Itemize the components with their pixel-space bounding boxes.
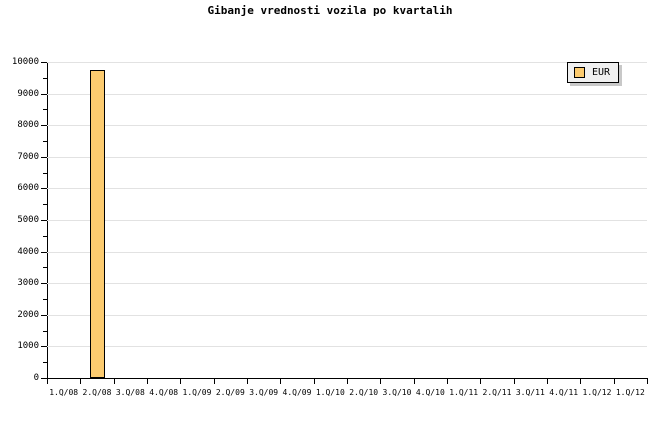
gridline <box>47 188 647 189</box>
y-axis-tick-minor <box>43 299 47 300</box>
x-axis-tick <box>314 378 315 384</box>
x-axis-tick-label: 2.Q/10 <box>349 388 379 397</box>
gridline <box>47 346 647 347</box>
x-axis-tick <box>214 378 215 384</box>
y-axis-tick-major <box>41 94 47 95</box>
y-axis-tick-label: 4000 <box>17 247 39 257</box>
y-axis-tick-label: 0 <box>33 373 39 383</box>
y-axis-tick-minor <box>43 141 47 142</box>
x-axis-tick <box>80 378 81 384</box>
y-axis-tick-major <box>41 62 47 63</box>
y-axis-tick-label: 10000 <box>11 57 39 67</box>
x-axis-tick <box>180 378 181 384</box>
gridline <box>47 157 647 158</box>
x-axis-tick-label: 4.Q/08 <box>149 388 179 397</box>
x-axis-tick-label: 4.Q/10 <box>415 388 445 397</box>
x-axis-tick <box>380 378 381 384</box>
x-axis-tick-label: 1.Q/12 <box>582 388 612 397</box>
gridline <box>47 62 647 63</box>
y-axis-tick-minor <box>43 267 47 268</box>
x-axis-tick <box>514 378 515 384</box>
x-axis-tick-label: 1.Q/12 <box>615 388 645 397</box>
y-axis-tick-label: 6000 <box>17 183 39 193</box>
y-axis-tick-minor <box>43 236 47 237</box>
y-axis-tick-major <box>41 315 47 316</box>
x-axis-tick-label: 3.Q/10 <box>382 388 412 397</box>
x-axis-tick <box>114 378 115 384</box>
y-axis-tick-minor <box>43 78 47 79</box>
y-axis-tick-major <box>41 125 47 126</box>
x-axis-tick-label: 2.Q/08 <box>82 388 112 397</box>
x-axis-tick-label: 1.Q/09 <box>182 388 212 397</box>
plot-area <box>47 62 647 378</box>
y-axis-tick-major <box>41 346 47 347</box>
x-axis-tick-label: 3.Q/11 <box>515 388 545 397</box>
y-axis-tick-major <box>41 378 47 379</box>
y-axis-tick-major <box>41 188 47 189</box>
x-axis-tick-label: 4.Q/09 <box>282 388 312 397</box>
y-axis-tick-minor <box>43 173 47 174</box>
y-axis-tick-minor <box>43 362 47 363</box>
x-axis-tick <box>247 378 248 384</box>
x-axis-tick <box>414 378 415 384</box>
x-axis-tick <box>480 378 481 384</box>
legend-label-eur: EUR <box>592 67 611 78</box>
x-axis-tick <box>47 378 48 384</box>
x-axis-tick-label: 3.Q/08 <box>115 388 145 397</box>
x-axis-tick-label: 4.Q/11 <box>549 388 579 397</box>
y-axis-tick-major <box>41 283 47 284</box>
y-axis-tick-major <box>41 252 47 253</box>
gridline <box>47 283 647 284</box>
y-axis-tick-minor <box>43 331 47 332</box>
x-axis-tick-label: 2.Q/11 <box>482 388 512 397</box>
y-axis-tick-label: 2000 <box>17 310 39 320</box>
x-axis-tick <box>347 378 348 384</box>
legend-swatch-eur <box>574 67 585 78</box>
gridline <box>47 220 647 221</box>
y-axis-tick-label: 1000 <box>17 341 39 351</box>
y-axis-tick-label: 9000 <box>17 89 39 99</box>
y-axis-tick-label: 7000 <box>17 152 39 162</box>
x-axis-tick-label: 1.Q/08 <box>49 388 79 397</box>
y-axis-labels: 0 1000 2000 3000 4000 5000 6000 7000 8000 9000 100… <box>0 0 39 440</box>
x-axis-tick <box>647 378 648 384</box>
x-axis-tick <box>280 378 281 384</box>
gridline <box>47 315 647 316</box>
x-axis-tick <box>614 378 615 384</box>
x-axis-tick-label: 2.Q/09 <box>215 388 245 397</box>
bar <box>90 70 105 378</box>
x-axis-tick <box>447 378 448 384</box>
x-axis-tick <box>147 378 148 384</box>
y-axis-tick-label: 3000 <box>17 278 39 288</box>
y-axis-tick-minor <box>43 204 47 205</box>
x-axis-tick-label: 3.Q/09 <box>249 388 279 397</box>
x-axis-tick <box>580 378 581 384</box>
chart-legend[interactable]: EUR <box>567 62 620 83</box>
y-axis-tick-major <box>41 220 47 221</box>
gridline <box>47 94 647 95</box>
gridline <box>47 125 647 126</box>
y-axis-tick-major <box>41 157 47 158</box>
gridline <box>47 252 647 253</box>
y-axis-tick-label: 8000 <box>17 120 39 130</box>
x-axis-tick-label: 1.Q/11 <box>449 388 479 397</box>
chart-title: Gibanje vrednosti vozila po kvartalih <box>207 4 453 17</box>
x-axis-tick-label: 1.Q/10 <box>315 388 345 397</box>
x-axis-tick <box>547 378 548 384</box>
y-axis-tick-label: 5000 <box>17 215 39 225</box>
y-axis-tick-minor <box>43 109 47 110</box>
